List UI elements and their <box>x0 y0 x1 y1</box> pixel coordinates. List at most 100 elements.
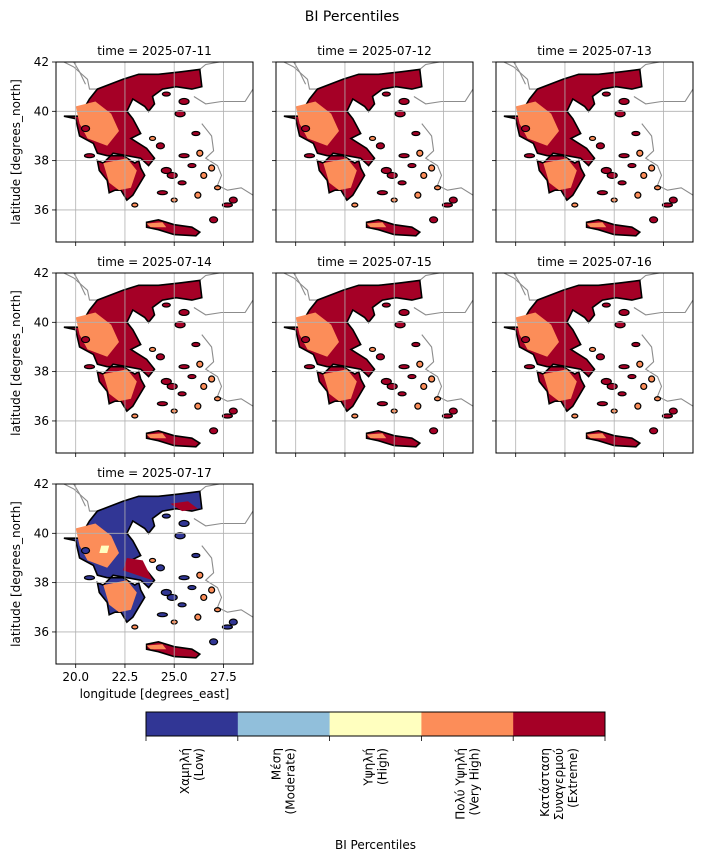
class-patch <box>515 312 559 357</box>
island <box>627 162 637 169</box>
island <box>160 588 172 597</box>
class-patch <box>146 222 167 228</box>
class-patch <box>543 158 577 191</box>
island <box>174 532 186 540</box>
island <box>420 382 428 391</box>
axes-frame <box>275 61 474 243</box>
class-patch <box>123 558 153 581</box>
island <box>420 171 428 180</box>
island <box>381 91 391 97</box>
island <box>156 612 168 618</box>
island <box>208 164 216 172</box>
y-tick-label: 40 <box>34 526 49 540</box>
axes-frame <box>275 272 474 454</box>
island <box>640 171 648 180</box>
island <box>174 110 186 118</box>
country-border <box>193 88 253 105</box>
island <box>595 353 606 361</box>
island <box>414 402 422 410</box>
island <box>571 413 579 419</box>
mainland-region <box>63 68 203 202</box>
island <box>394 321 406 329</box>
class-patch <box>170 501 198 512</box>
island <box>375 353 386 361</box>
panels-group: time = 2025-07-11 36 38 40 42 latitude [degre… <box>9 44 694 701</box>
country-border <box>413 299 473 316</box>
island <box>155 142 166 150</box>
island <box>376 401 388 407</box>
island <box>433 185 442 191</box>
colorbar-swatch <box>237 712 331 736</box>
island <box>155 564 166 572</box>
island <box>411 341 421 348</box>
mainland-region <box>503 68 643 202</box>
island <box>397 180 407 186</box>
island <box>209 216 219 224</box>
class-patch <box>295 101 339 146</box>
island <box>166 171 178 180</box>
island <box>83 575 96 581</box>
island <box>208 586 216 594</box>
class-patch <box>146 433 167 439</box>
country-border <box>633 88 693 105</box>
class-patch <box>99 545 110 553</box>
colorbar-label-line: Συναγερμού <box>552 748 566 820</box>
island <box>653 185 662 191</box>
y-tick-label: 42 <box>34 477 49 491</box>
island <box>368 346 377 353</box>
colorbar-title: BI Percentiles <box>335 838 416 852</box>
island <box>617 180 627 186</box>
country-border <box>421 334 473 407</box>
island <box>600 166 612 175</box>
island <box>614 110 626 118</box>
island <box>661 202 673 208</box>
map-panel-5: time = 2025-07-15 <box>272 255 474 457</box>
island <box>80 124 91 133</box>
island <box>177 391 187 397</box>
island <box>595 142 606 150</box>
country-border <box>201 123 253 196</box>
island <box>187 162 197 169</box>
axes-frame <box>55 61 254 243</box>
class-patch <box>515 101 559 146</box>
class-patch <box>146 644 167 650</box>
y-axis-label: latitude [degrees_north] <box>9 79 23 225</box>
island <box>397 391 407 397</box>
map-panel-2: time = 2025-07-12 <box>272 44 474 246</box>
island <box>131 624 139 630</box>
class-patch <box>323 369 357 402</box>
island <box>196 360 204 368</box>
y-axis-label: latitude [degrees_north] <box>9 290 23 436</box>
island <box>386 171 398 180</box>
colorbar-label-line: Κατάσταση <box>538 748 552 817</box>
island <box>648 427 659 435</box>
colorbar-swatch <box>421 712 514 736</box>
island <box>441 202 453 208</box>
mainland-region <box>283 68 423 202</box>
y-tick-label: 42 <box>34 55 49 69</box>
island <box>618 97 630 106</box>
country-border <box>201 545 253 618</box>
island <box>614 321 626 329</box>
island <box>411 130 421 137</box>
island <box>208 375 216 383</box>
map-panel-4: time = 2025-07-14 36 38 40 42 latitude [degre… <box>9 255 254 457</box>
colorbar-label-line: (Very High) <box>467 748 481 815</box>
island <box>398 308 410 317</box>
island <box>653 396 662 402</box>
mainland-region <box>63 490 203 624</box>
island <box>601 302 611 308</box>
x-tick-label: 25.0 <box>161 670 188 684</box>
island <box>398 97 410 106</box>
island <box>523 364 536 370</box>
panel-title: time = 2025-07-11 <box>97 44 212 58</box>
island <box>148 135 157 142</box>
map-panel-7: time = 2025-07-17 36 38 40 42 latitude [degre… <box>9 466 254 701</box>
island <box>636 149 644 157</box>
island <box>191 552 201 559</box>
class-patch <box>103 158 137 191</box>
panel-title: time = 2025-07-16 <box>537 255 652 269</box>
class-patch <box>323 158 357 191</box>
map-panel-1: time = 2025-07-11 36 38 40 42 latitude [degre… <box>9 44 254 246</box>
